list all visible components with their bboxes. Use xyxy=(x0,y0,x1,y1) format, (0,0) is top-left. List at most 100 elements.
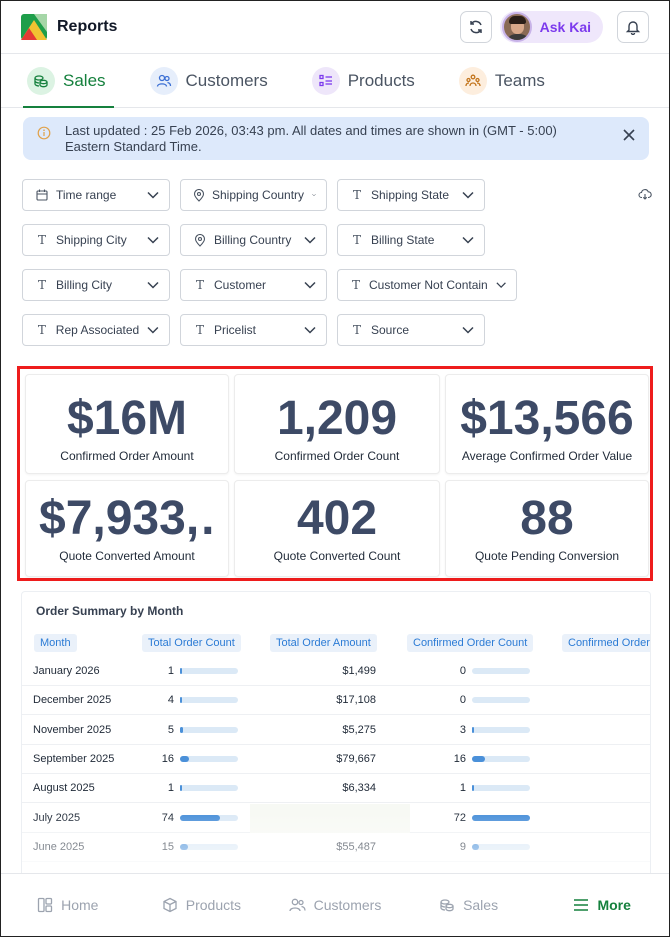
table-header: Month Total Order Count Total Order Amou… xyxy=(22,634,650,652)
text-field-icon: T xyxy=(195,323,204,337)
text-field-icon: T xyxy=(352,323,361,337)
nav-more[interactable]: More xyxy=(535,897,669,913)
text-field-icon: T xyxy=(37,278,46,292)
refresh-button[interactable] xyxy=(459,11,492,43)
confirmed-count-bar xyxy=(472,785,530,792)
nav-home[interactable]: Home xyxy=(1,897,135,913)
tab-sales-label: Sales xyxy=(63,71,106,90)
rep-associated-filter[interactable]: T Rep Associated xyxy=(22,314,170,346)
customer-filter[interactable]: T Customer xyxy=(180,269,327,301)
column-header-confirmed-order-count[interactable]: Confirmed Order Count xyxy=(407,634,534,652)
time-range-filter[interactable]: Time range xyxy=(22,179,170,211)
chevron-down-icon xyxy=(147,236,159,244)
home-icon xyxy=(37,897,53,913)
chevron-down-icon xyxy=(147,281,159,289)
column-header-confirmed-order-amount[interactable]: Confirmed Order A xyxy=(562,634,650,652)
nav-more-label: More xyxy=(597,897,631,913)
cell-total-order-count: 1 xyxy=(167,665,174,677)
cell-total-order-count: 1 xyxy=(167,782,174,795)
text-field-icon: T xyxy=(37,233,46,247)
tab-sales[interactable]: Sales xyxy=(23,55,114,108)
total-count-bar xyxy=(180,697,238,704)
total-count-bar xyxy=(180,785,238,792)
text-field-icon: T xyxy=(195,278,204,292)
total-count-bar xyxy=(180,755,238,762)
kpi-value: $7,933,… xyxy=(39,492,215,545)
location-pin-icon xyxy=(193,233,207,247)
customer-not-contain-filter[interactable]: T Customer Not Contain xyxy=(337,269,517,301)
kpi-label: Quote Converted Count xyxy=(273,549,401,563)
kpi-value: $13,566 xyxy=(460,392,634,445)
kpi-value: 1,209 xyxy=(276,392,398,445)
billing-city-filter[interactable]: T Billing City xyxy=(22,269,170,301)
kpi-label: Confirmed Order Count xyxy=(274,449,400,463)
confirmed-count-bar xyxy=(472,668,530,674)
cell-total-order-count: 4 xyxy=(167,694,174,707)
cell-total-order-count: 5 xyxy=(167,723,174,736)
kpi-value: 402 xyxy=(296,492,378,545)
tab-customers[interactable]: Customers xyxy=(146,55,276,108)
chevron-down-icon xyxy=(312,194,316,197)
text-field-icon: T xyxy=(352,233,361,247)
cell-total-order-amount: $1,499 xyxy=(342,665,376,677)
table-row: November 2025 5 $5,275 3 xyxy=(22,716,650,745)
info-icon xyxy=(37,126,51,140)
total-count-bar xyxy=(180,668,238,674)
chevron-down-icon xyxy=(462,326,474,334)
cell-confirmed-order-count: 0 xyxy=(459,665,466,677)
pricelist-filter[interactable]: T Pricelist xyxy=(180,314,327,346)
shipping-country-filter[interactable]: Shipping Country xyxy=(180,179,327,211)
shipping-state-filter[interactable]: T Shipping State xyxy=(337,179,485,211)
tab-teams[interactable]: Teams xyxy=(455,55,553,108)
confirmed-count-bar xyxy=(472,697,530,704)
confirmed-count-bar-fill xyxy=(472,755,485,762)
table-title: Order Summary by Month xyxy=(36,604,184,618)
cell-month: January 2026 xyxy=(33,665,100,677)
ask-kai-button[interactable]: Ask Kai xyxy=(499,11,603,43)
cell-month: August 2025 xyxy=(33,782,95,795)
nav-products[interactable]: Products xyxy=(135,897,269,913)
cloud-download-icon[interactable] xyxy=(638,188,652,200)
avatar xyxy=(501,12,532,42)
app-logo-icon xyxy=(21,14,47,40)
chevron-down-icon xyxy=(496,282,506,289)
table-row: December 2025 4 $17,108 0 xyxy=(22,686,650,716)
tab-products[interactable]: Products xyxy=(308,55,423,108)
kpi-confirmed-order-amount: $16M Confirmed Order Amount xyxy=(25,374,229,474)
kpi-confirmed-order-count: 1,209 Confirmed Order Count xyxy=(234,374,440,474)
chevron-down-icon xyxy=(462,236,474,244)
refresh-icon xyxy=(469,20,482,34)
notifications-button[interactable] xyxy=(617,11,649,43)
confirmed-count-bar-fill xyxy=(472,785,474,792)
tab-teams-label: Teams xyxy=(494,71,545,90)
chevron-down-icon xyxy=(304,326,316,334)
kpi-label: Confirmed Order Amount xyxy=(60,449,194,463)
column-header-total-order-amount[interactable]: Total Order Amount xyxy=(270,634,377,652)
report-tabs: Sales Customers Products Teams xyxy=(1,55,669,108)
confirmed-count-bar xyxy=(472,755,530,762)
nav-customers[interactable]: Customers xyxy=(268,897,402,913)
kpi-highlight-box: $16M Confirmed Order Amount 1,209 Confir… xyxy=(17,366,653,581)
cell-month: November 2025 xyxy=(33,723,112,736)
confirmed-count-bar-fill xyxy=(472,726,475,733)
nav-sales[interactable]: Sales xyxy=(402,897,536,913)
billing-state-filter[interactable]: T Billing State xyxy=(337,224,485,256)
cell-month: September 2025 xyxy=(33,752,115,765)
cell-confirmed-order-count: 0 xyxy=(459,694,466,707)
banner-text: Last updated : 25 Feb 2026, 03:43 pm. Al… xyxy=(65,123,557,154)
chevron-down-icon xyxy=(147,191,159,199)
billing-country-filter[interactable]: Billing Country xyxy=(180,224,327,256)
kpi-label: Quote Pending Conversion xyxy=(474,549,620,563)
cell-total-order-amount: $6,334 xyxy=(342,782,376,795)
shipping-city-filter[interactable]: T Shipping City xyxy=(22,224,170,256)
column-header-total-order-count[interactable]: Total Order Count xyxy=(142,634,241,652)
last-updated-banner: Last updated : 25 Feb 2026, 03:43 pm. Al… xyxy=(23,117,649,160)
source-filter[interactable]: T Source xyxy=(337,314,485,346)
list-icon xyxy=(311,67,340,95)
tab-customers-label: Customers xyxy=(185,71,268,90)
close-icon[interactable] xyxy=(623,129,635,141)
kpi-value: 88 xyxy=(520,492,574,545)
team-icon xyxy=(458,67,487,95)
column-header-month[interactable]: Month xyxy=(34,634,77,652)
total-count-bar-fill xyxy=(180,668,182,674)
